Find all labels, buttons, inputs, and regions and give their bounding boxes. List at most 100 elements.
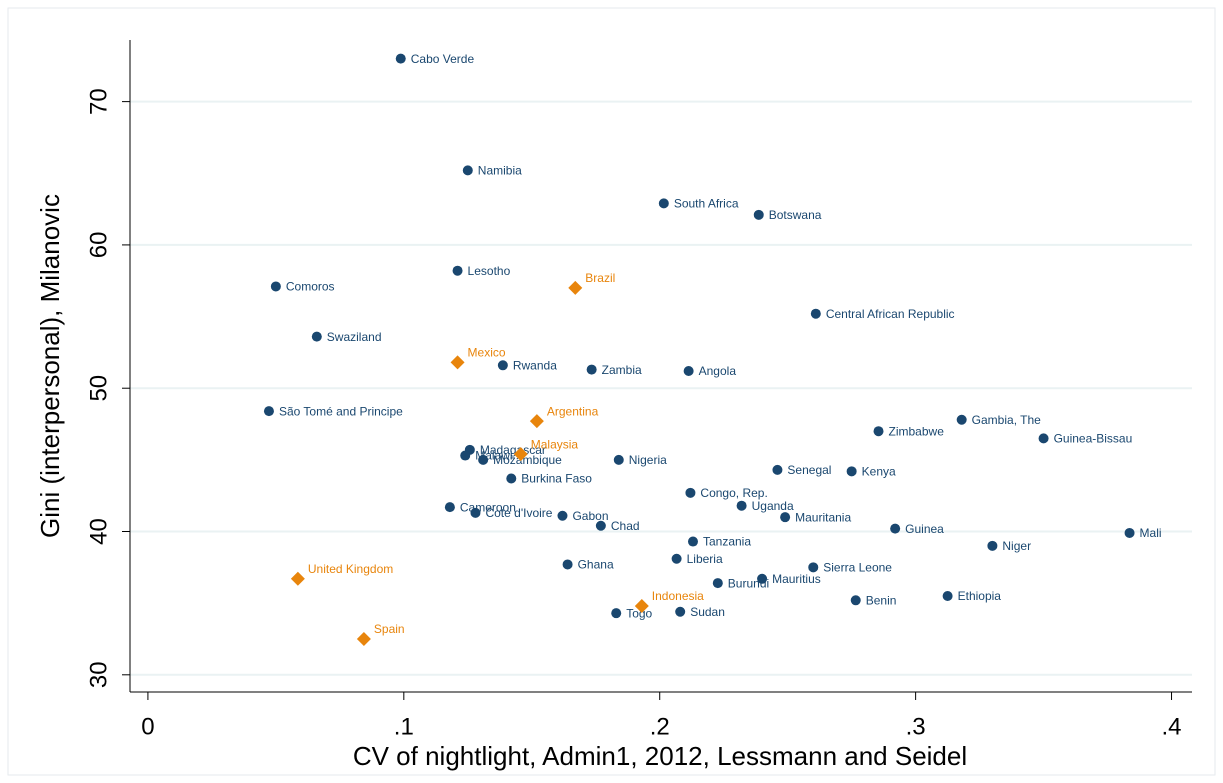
point-label: Gambia, The [972, 413, 1041, 427]
point [846, 466, 857, 477]
y-tick-label: 30 [85, 661, 112, 688]
point [780, 512, 791, 523]
point-label: Liberia [687, 552, 723, 566]
point-label: Cote d'Ivoire [485, 506, 552, 520]
point [712, 578, 723, 589]
point-label: Central African Republic [826, 307, 955, 321]
point [444, 502, 455, 513]
point [675, 606, 686, 617]
point [772, 464, 783, 475]
point-label: Nigeria [629, 453, 667, 467]
point-label: Swaziland [327, 330, 382, 344]
point [562, 559, 573, 570]
point [873, 426, 884, 437]
point [810, 308, 821, 319]
point-label: Spain [374, 622, 405, 636]
point-label: Sierra Leone [823, 561, 892, 575]
point [634, 599, 649, 614]
point [1038, 433, 1049, 444]
point [808, 562, 819, 573]
point [462, 165, 473, 176]
x-axis-title: CV of nightlight, Admin1, 2012, Lessmann… [353, 741, 967, 771]
point-label: Sudan [690, 605, 725, 619]
point [513, 447, 528, 462]
point-label: Lesotho [468, 264, 511, 278]
point-label: São Tomé and Principe [279, 404, 403, 418]
point-label: Gabon [572, 509, 608, 523]
point-label: Congo, Rep. [700, 486, 767, 500]
x-tick-label: .1 [394, 713, 414, 740]
point [450, 355, 465, 370]
point [942, 590, 953, 601]
point-label: Niger [1002, 539, 1031, 553]
point-label: Mali [1140, 526, 1162, 540]
point [890, 523, 901, 534]
point [613, 454, 624, 465]
point [685, 487, 696, 498]
point [290, 571, 305, 586]
point-label: Kenya [862, 464, 896, 478]
y-tick-label: 70 [85, 88, 112, 115]
point-label: Argentina [547, 404, 599, 418]
x-tick-label: .4 [1162, 713, 1182, 740]
point-label: Madagascar [480, 443, 546, 457]
point-label: Tanzania [703, 535, 751, 549]
y-tick-label: 40 [85, 518, 112, 545]
point [595, 520, 606, 531]
point-label: Zambia [602, 363, 642, 377]
point [529, 414, 544, 429]
point [568, 280, 583, 295]
point [452, 265, 463, 276]
point [263, 406, 274, 417]
point [557, 510, 568, 521]
point-label: United Kingdom [308, 562, 393, 576]
point-label: Mauritius [772, 572, 821, 586]
point [506, 473, 517, 484]
point-label: Namibia [478, 164, 522, 178]
point-label: Mexico [468, 346, 506, 360]
point [687, 536, 698, 547]
point-label: Guinea-Bissau [1054, 432, 1133, 446]
point-label: Mozambique [493, 453, 562, 467]
point [611, 608, 622, 619]
point-label: Uganda [752, 499, 794, 513]
point-label: Indonesia [652, 589, 704, 603]
point-label: Senegal [787, 463, 831, 477]
y-axis-title: Gini (interpersonal), Milanovic [35, 194, 65, 538]
point-label: Ethiopia [958, 589, 1002, 603]
point-label: Rwanda [513, 358, 557, 372]
point [460, 450, 471, 461]
x-tick-label: 0 [141, 713, 154, 740]
point [757, 573, 768, 584]
point-label: Botswana [769, 208, 822, 222]
point-label: Togo [626, 606, 652, 620]
point [478, 454, 489, 465]
point-label: Ghana [578, 558, 614, 572]
point [753, 209, 764, 220]
point [586, 364, 597, 375]
point-label: Comoros [286, 280, 335, 294]
point-label: Chad [611, 519, 640, 533]
point [850, 595, 861, 606]
point [658, 198, 669, 209]
point-label: Mauritania [795, 510, 851, 524]
point [956, 414, 967, 425]
point [470, 507, 481, 518]
point-label: Cabo Verde [411, 52, 475, 66]
point [671, 553, 682, 564]
point-label: Burkina Faso [521, 472, 592, 486]
point [1124, 527, 1135, 538]
point-label: Benin [866, 593, 897, 607]
point [736, 500, 747, 511]
point-label: Malaysia [531, 437, 579, 451]
point [311, 331, 322, 342]
x-tick-label: .3 [906, 713, 926, 740]
point [356, 631, 371, 646]
point-label: Brazil [585, 271, 615, 285]
chart-frame [7, 7, 1216, 776]
point-label: Guinea [905, 522, 944, 536]
point [395, 53, 406, 64]
point-label: Zimbabwe [889, 424, 945, 438]
point [683, 366, 694, 377]
